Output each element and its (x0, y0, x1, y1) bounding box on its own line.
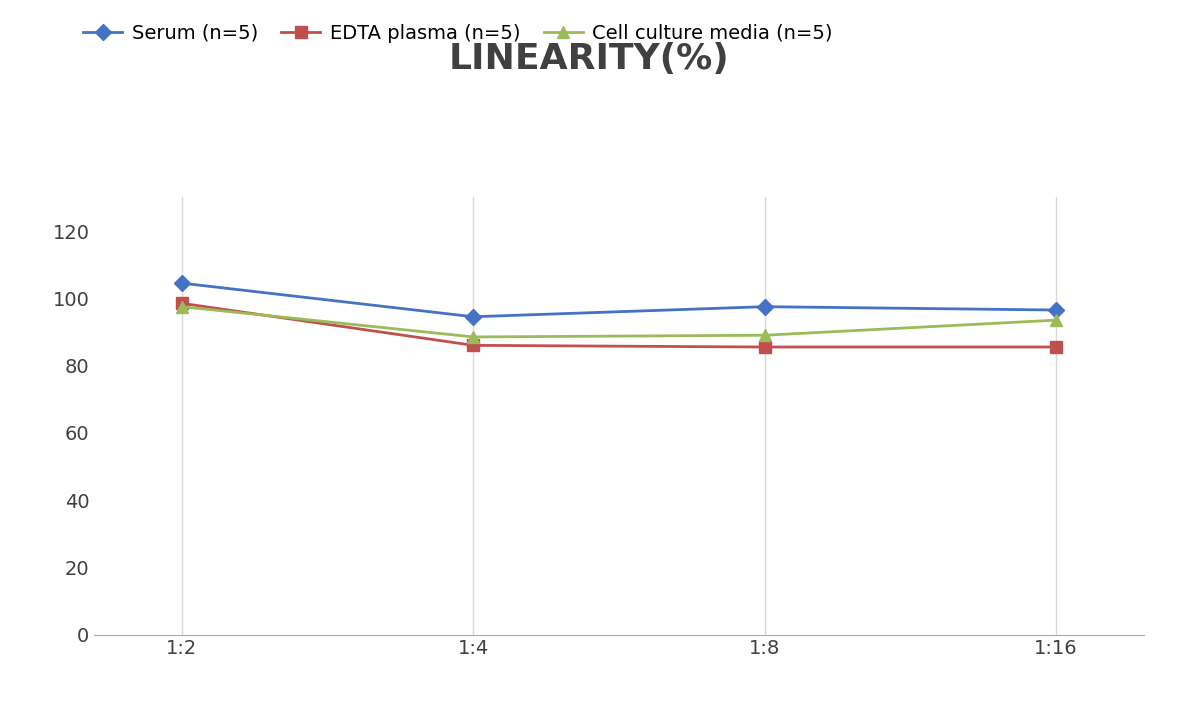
Legend: Serum (n=5), EDTA plasma (n=5), Cell culture media (n=5): Serum (n=5), EDTA plasma (n=5), Cell cul… (83, 23, 832, 42)
Serum (n=5) (1049, 306, 1063, 314)
Line: EDTA plasma (n=5): EDTA plasma (n=5) (176, 298, 1062, 352)
EDTA plasma (n=5) (758, 343, 772, 351)
Cell culture media (n=5) (174, 302, 189, 311)
Text: LINEARITY(%): LINEARITY(%) (449, 42, 730, 76)
EDTA plasma (n=5) (174, 299, 189, 307)
Serum (n=5) (466, 312, 480, 321)
EDTA plasma (n=5) (466, 341, 480, 350)
Cell culture media (n=5) (758, 331, 772, 340)
EDTA plasma (n=5) (1049, 343, 1063, 351)
Cell culture media (n=5) (466, 333, 480, 341)
Serum (n=5) (174, 279, 189, 288)
Line: Serum (n=5): Serum (n=5) (176, 278, 1062, 322)
Line: Cell culture media (n=5): Cell culture media (n=5) (176, 301, 1062, 343)
Cell culture media (n=5) (1049, 316, 1063, 324)
Serum (n=5) (758, 302, 772, 311)
